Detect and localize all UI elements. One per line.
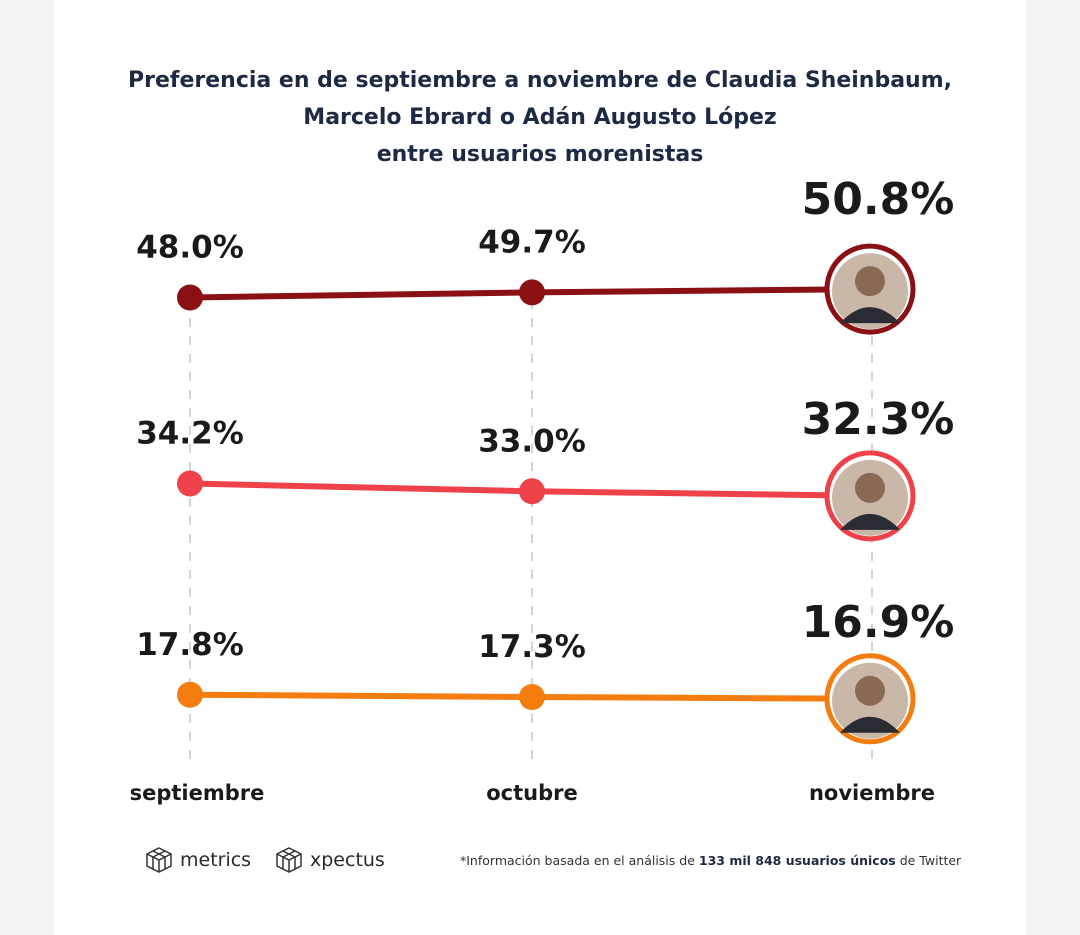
footnote-bold: 133 mil 848 usuarios únicos [698, 853, 896, 868]
avatar-head [855, 472, 885, 503]
series-2-point-septiembre [177, 470, 203, 497]
footnote: *Información basada en el análisis de 13… [460, 853, 962, 868]
value-label-series-3-noviembre: 16.9% [802, 597, 955, 648]
person-photo-icon [824, 243, 916, 335]
x-axis-labels: septiembre octubre noviembre [130, 781, 935, 805]
series-1-point-septiembre [177, 284, 203, 311]
avatar-body [840, 716, 900, 733]
value-label-series-2-septiembre: 34.2% [136, 416, 244, 452]
series-2-point-octubre [519, 478, 545, 505]
xpectus-logo: xpectus [274, 846, 385, 874]
avatar-head [855, 675, 885, 706]
title-line-1: Preferencia en de septiembre a noviembre… [128, 68, 952, 93]
value-labels: 48.0% 49.7% 50.8% 34.2% 33.0% 32.3% 17.8% 17.3%… [136, 174, 954, 665]
person-photo-icon [824, 450, 916, 542]
avatar-body [840, 307, 900, 324]
metrics-logo-text: metrics [180, 849, 252, 871]
value-label-series-3-octubre: 17.3% [478, 629, 586, 665]
title-line-3: entre usuarios morenistas [376, 142, 704, 167]
value-label-series-2-noviembre: 32.3% [802, 394, 955, 445]
person-photo-icon [824, 653, 916, 745]
series-1-point-octubre [519, 279, 545, 306]
metrics-logo: metrics [144, 846, 251, 874]
series-3-point-septiembre [177, 681, 203, 708]
x-axis-label-septiembre: septiembre [130, 781, 265, 805]
value-label-series-1-octubre: 49.7% [478, 224, 586, 260]
avatar-head [855, 266, 885, 297]
value-label-series-1-noviembre: 50.8% [802, 174, 955, 225]
xpectus-logo-text: xpectus [310, 849, 385, 871]
cube-logo-icon [146, 847, 172, 873]
footnote-suffix: de Twitter [895, 853, 962, 868]
title-line-2: Marcelo Ebrard o Adán Augusto López [303, 105, 777, 130]
value-label-series-2-octubre: 33.0% [478, 423, 586, 459]
series-points [177, 243, 916, 745]
chart-title: Preferencia en de septiembre a noviembre… [60, 62, 1020, 173]
value-label-series-1-septiembre: 48.0% [136, 230, 244, 266]
footnote-prefix: *Información basada en el análisis de [460, 853, 699, 868]
cube-logo-icon [276, 847, 302, 873]
x-axis-label-octubre: octubre [486, 781, 578, 805]
x-axis-label-noviembre: noviembre [809, 781, 935, 805]
value-label-series-3-septiembre: 17.8% [136, 627, 244, 663]
avatar-body [840, 513, 900, 530]
gridlines [189, 300, 873, 765]
series-3-point-octubre [519, 684, 545, 710]
